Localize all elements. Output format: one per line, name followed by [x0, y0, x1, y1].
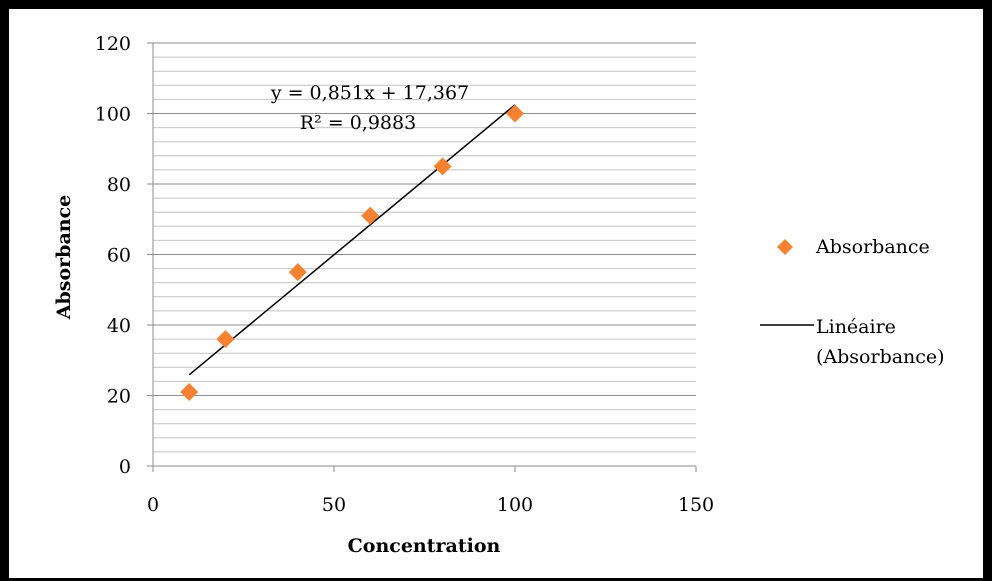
y-tick-label: 60	[107, 245, 131, 267]
trendline-group	[188, 104, 516, 376]
legend-label-lineaire: Linéaire	[816, 316, 896, 338]
data-point	[433, 157, 452, 176]
data-point	[506, 104, 524, 123]
tick-labels: 0 20 40 60 80 100 120 0 50 100 150	[95, 33, 714, 516]
y-axis-title: Absorbance	[53, 195, 75, 320]
legend-label-absorbance: Absorbance	[815, 236, 930, 258]
y-tick-label: 20	[107, 386, 131, 408]
grid-lines	[153, 42, 696, 453]
trendline-equation: y = 0,851x + 17,367	[270, 82, 469, 104]
x-tick-label: 50	[322, 494, 346, 516]
data-point	[288, 263, 307, 282]
y-tick-label: 100	[95, 104, 131, 126]
legend-diamond-icon	[777, 239, 793, 255]
legend: Absorbance Linéaire (Absorbance)	[760, 236, 945, 368]
axes	[147, 42, 697, 472]
x-tick-label: 0	[147, 494, 159, 516]
legend-label-lineaire-series: (Absorbance)	[816, 346, 945, 368]
data-points	[180, 104, 524, 401]
data-point	[180, 382, 199, 401]
x-tick-label: 100	[497, 494, 533, 516]
x-tick-label: 150	[678, 494, 714, 516]
y-tick-label: 120	[95, 33, 131, 55]
data-point	[361, 206, 380, 225]
trendline	[188, 104, 516, 376]
trendline-r2: R² = 0,9883	[300, 112, 416, 134]
data-point	[216, 330, 235, 349]
y-tick-label: 40	[107, 315, 131, 337]
y-tick-label: 0	[119, 456, 131, 478]
y-tick-label: 80	[107, 174, 131, 196]
x-axis-title: Concentration	[348, 535, 501, 557]
